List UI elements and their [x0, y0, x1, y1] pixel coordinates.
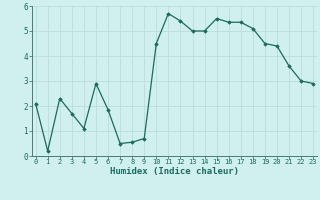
X-axis label: Humidex (Indice chaleur): Humidex (Indice chaleur)	[110, 167, 239, 176]
